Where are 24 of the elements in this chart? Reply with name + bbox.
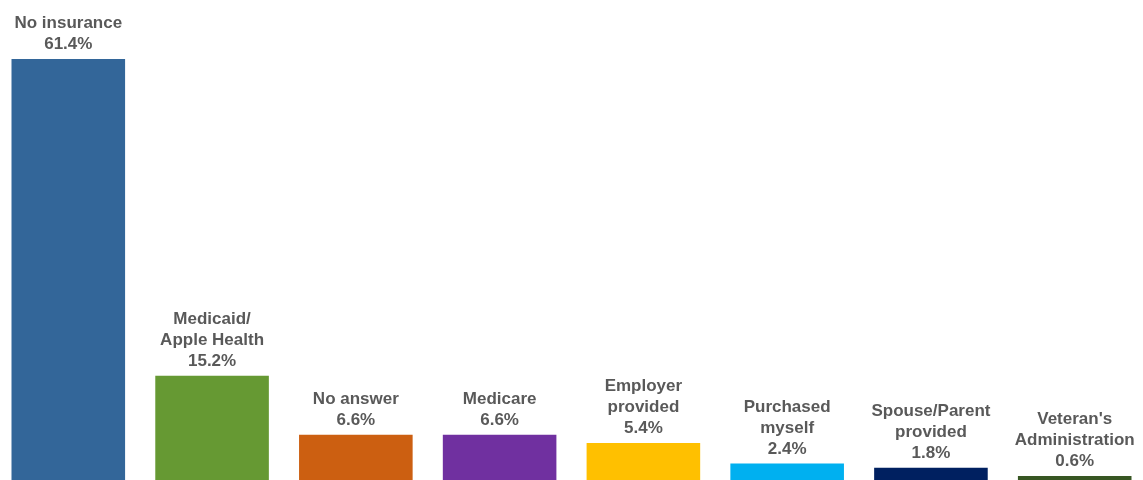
data-label: 6.6% [480, 409, 519, 429]
x-tick-label: Veteran's Administration [1014, 408, 1135, 449]
x-tick-label: Spouse/Parent provided [871, 400, 991, 441]
data-label: 1.8% [911, 442, 951, 462]
bar [586, 442, 701, 480]
data-label: 2.4% [767, 438, 807, 458]
bar [730, 463, 844, 480]
bar [874, 467, 988, 480]
data-label: 6.6% [336, 409, 376, 429]
data-label: 15.2% [187, 350, 237, 370]
data-label: 61.4% [44, 33, 93, 53]
bar [442, 434, 557, 480]
bar [299, 434, 413, 480]
x-tick-label: Medicare [462, 388, 537, 408]
bar [155, 375, 269, 480]
bar [1017, 475, 1132, 480]
data-label: 5.4% [624, 417, 663, 437]
x-tick-label: Purchased myself [743, 396, 831, 437]
bar [11, 58, 126, 480]
x-tick-label: No answer [312, 388, 400, 408]
data-label: 0.6% [1055, 450, 1095, 470]
x-tick-label: Employer provided [604, 375, 683, 416]
x-tick-label: No insurance [14, 12, 123, 32]
x-tick-label: Medicaid/ Apple Health [160, 308, 265, 349]
